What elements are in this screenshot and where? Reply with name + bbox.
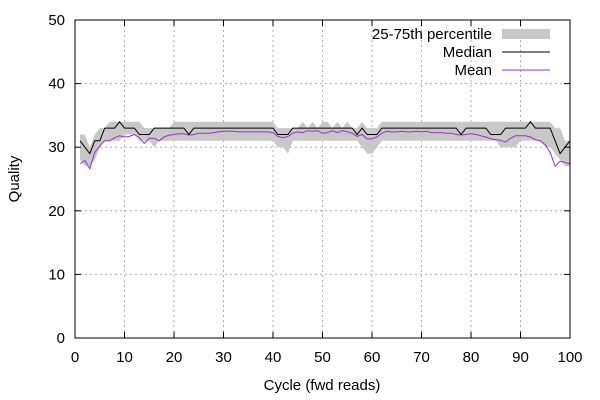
y-tick-label: 20 — [48, 203, 65, 220]
legend-label-mean: Mean — [454, 62, 492, 79]
x-tick-label: 60 — [364, 349, 381, 366]
grid — [75, 20, 570, 338]
x-tick-label: 100 — [557, 349, 582, 366]
y-tick-label: 30 — [48, 139, 65, 156]
median-line — [79, 120, 571, 155]
x-tick-label: 0 — [71, 349, 79, 366]
legend-label-percentile: 25-75th percentile — [372, 26, 492, 43]
series-lines — [79, 120, 571, 171]
x-tick-label: 30 — [215, 349, 232, 366]
x-tick-label: 10 — [116, 349, 133, 366]
y-tick-label: 50 — [48, 12, 65, 29]
y-tick-label: 10 — [48, 266, 65, 283]
x-tick-label: 20 — [166, 349, 183, 366]
y-tick-label: 0 — [57, 330, 65, 347]
x-tick-label: 90 — [512, 349, 529, 366]
mean-line — [79, 130, 571, 171]
y-axis-title: Quality — [6, 155, 23, 202]
x-axis-title: Cycle (fwd reads) — [264, 377, 381, 394]
legend-label-median: Median — [443, 44, 492, 61]
legend-swatch-percentile — [502, 29, 550, 39]
ticks: 0 10 20 30 40 50 60 70 80 90 100 0 10 20 30 40 50 — [48, 12, 582, 366]
x-tick-label: 70 — [413, 349, 430, 366]
x-tick-label: 40 — [265, 349, 282, 366]
x-tick-label: 50 — [314, 349, 331, 366]
y-tick-label: 40 — [48, 76, 65, 93]
x-tick-label: 80 — [463, 349, 480, 366]
legend: 25-75th percentile Median Mean — [372, 26, 550, 79]
